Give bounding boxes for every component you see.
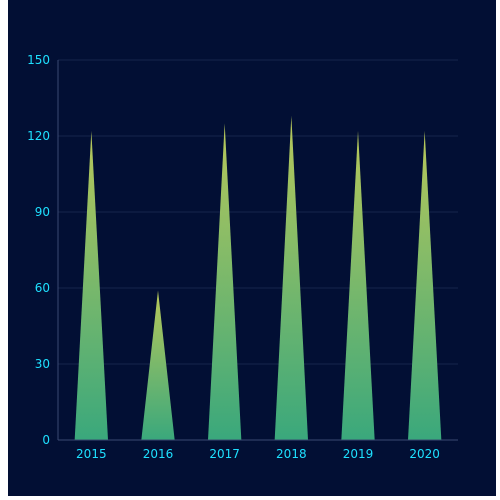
- y-tick-label: 120: [27, 129, 50, 143]
- chart-panel: 0 30 60 90 120 150 2015 2016 2017 2018 2019 2020: [8, 0, 496, 496]
- bar-2015: [74, 130, 108, 440]
- y-axis-tick-labels: 0 30 60 90 120 150: [27, 53, 50, 447]
- y-tick-label: 0: [42, 433, 50, 447]
- bar-2019: [341, 130, 375, 440]
- x-tick-label: 2018: [276, 447, 307, 461]
- bar-2016: [141, 290, 175, 440]
- y-tick-label: 150: [27, 53, 50, 67]
- y-tick-label: 60: [35, 281, 50, 295]
- x-tick-label: 2015: [76, 447, 107, 461]
- x-tick-label: 2020: [409, 447, 440, 461]
- y-tick-label: 90: [35, 205, 50, 219]
- bar-2020: [408, 130, 442, 440]
- bars: [74, 115, 442, 440]
- x-tick-label: 2016: [143, 447, 174, 461]
- bar-chart: 0 30 60 90 120 150 2015 2016 2017 2018 2019 2020: [27, 53, 458, 461]
- y-tick-label: 30: [35, 357, 50, 371]
- x-tick-label: 2017: [209, 447, 240, 461]
- grid-lines: [58, 59, 458, 365]
- bar-2017: [208, 123, 242, 440]
- bar-2018: [274, 115, 308, 440]
- x-axis-tick-labels: 2015 2016 2017 2018 2019 2020: [76, 447, 440, 461]
- x-tick-label: 2019: [343, 447, 374, 461]
